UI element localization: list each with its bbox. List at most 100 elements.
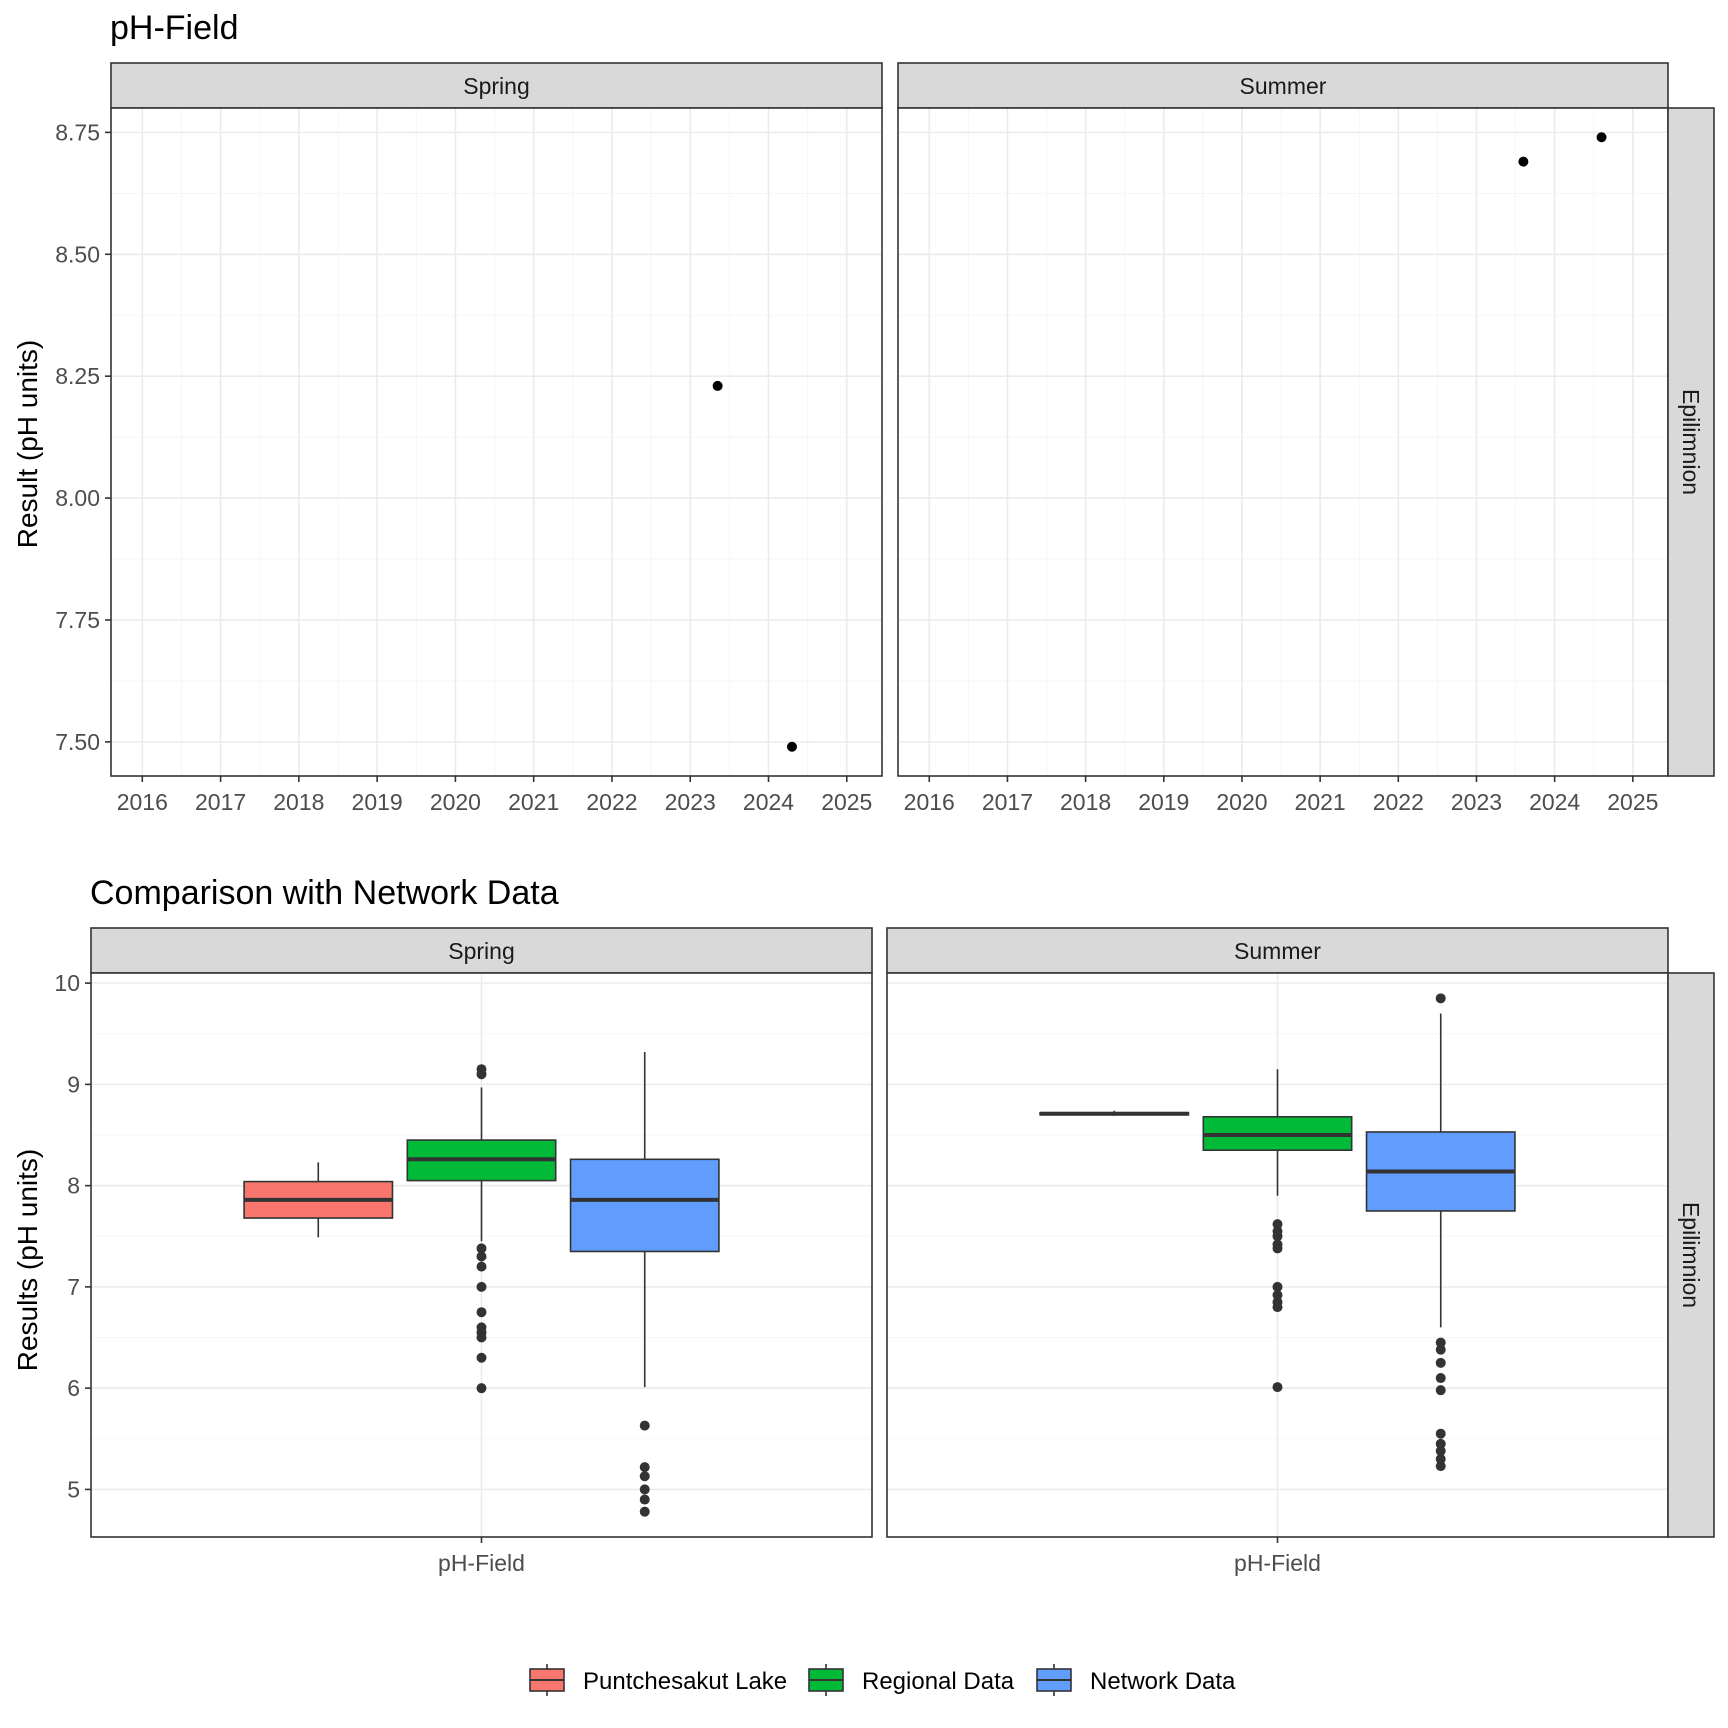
y-tick-label: 9 bbox=[67, 1071, 80, 1097]
x-tick-label: 2016 bbox=[117, 789, 168, 815]
outlier-point bbox=[1435, 1344, 1446, 1355]
box-regional-data bbox=[406, 1064, 557, 1394]
facet-strip bbox=[886, 927, 1669, 974]
legend-label: Regional Data bbox=[862, 1668, 1015, 1695]
facet-label: Summer bbox=[1240, 73, 1327, 99]
box-body bbox=[569, 1158, 720, 1253]
outlier-point bbox=[1272, 1281, 1283, 1292]
y-tick-label: 8.00 bbox=[55, 485, 100, 511]
legend-label: Puntchesakut Lake bbox=[583, 1668, 787, 1695]
panel-summer: Summer pH-Field bbox=[886, 927, 1669, 1576]
outlier-point bbox=[476, 1243, 487, 1254]
outlier-point bbox=[1272, 1231, 1283, 1242]
x-tick-label: 2019 bbox=[1138, 789, 1189, 815]
legend: Puntchesakut Lake Regional Data Network Da… bbox=[529, 1664, 1236, 1696]
x-tick-label: 2017 bbox=[982, 789, 1033, 815]
panel-summer: Summer 2016 2017 2018 2019 2020 2021 2022 2023 2… bbox=[897, 62, 1669, 815]
row-facet-strip bbox=[1667, 107, 1715, 777]
grid-lines bbox=[898, 108, 1668, 776]
y-tick-label: 10 bbox=[54, 970, 80, 996]
legend-item: Network Data bbox=[1036, 1664, 1236, 1696]
outlier-point bbox=[1435, 1428, 1446, 1439]
outlier-point bbox=[476, 1307, 487, 1318]
facet-label: Spring bbox=[463, 73, 529, 99]
data-point bbox=[1518, 156, 1529, 167]
x-tick-label: 2020 bbox=[1216, 789, 1267, 815]
facet-label: Summer bbox=[1234, 938, 1321, 964]
y-tick-label: 8.75 bbox=[55, 119, 100, 145]
outlier-point bbox=[476, 1251, 487, 1262]
panel-spring: Spring 5 6 7 8 9 10 pH-Field bbox=[54, 927, 873, 1576]
outlier-point bbox=[1435, 1445, 1446, 1456]
outlier-point bbox=[639, 1506, 650, 1517]
box-puntchesakut-lake bbox=[1039, 1110, 1190, 1116]
x-tick-label: 2020 bbox=[430, 789, 481, 815]
outlier-point bbox=[1272, 1382, 1283, 1393]
box-regional-data bbox=[1202, 1069, 1353, 1393]
panel-border bbox=[110, 107, 883, 777]
x-tick-label: 2018 bbox=[1060, 789, 1111, 815]
outlier-point bbox=[1272, 1289, 1283, 1300]
data-points bbox=[712, 380, 797, 752]
x-tick-label: 2022 bbox=[1373, 789, 1424, 815]
axis-ticks: 7.50 7.75 8.00 8.25 8.50 8.75 2016 2017 2018 2019… bbox=[55, 119, 872, 815]
x-tick-label: pH-Field bbox=[438, 1550, 525, 1576]
outlier-point bbox=[639, 1484, 650, 1495]
x-tick-label: 2019 bbox=[352, 789, 403, 815]
y-tick-label: 7.75 bbox=[55, 607, 100, 633]
y-tick-label: 6 bbox=[67, 1375, 80, 1401]
legend-item: Puntchesakut Lake bbox=[529, 1664, 787, 1696]
comparison-boxplot-chart: Comparison with Network Data Results (pH… bbox=[12, 874, 1715, 1696]
x-tick-label: 2024 bbox=[1529, 789, 1580, 815]
x-tick-label: 2025 bbox=[1607, 789, 1658, 815]
row-facet-strip bbox=[1667, 972, 1715, 1538]
outlier-point bbox=[639, 1471, 650, 1482]
data-points bbox=[1518, 132, 1607, 167]
x-tick-label: 2023 bbox=[1451, 789, 1502, 815]
outlier-point bbox=[639, 1462, 650, 1473]
x-tick-label: 2017 bbox=[195, 789, 246, 815]
outlier-point bbox=[476, 1332, 487, 1343]
outlier-point bbox=[1272, 1219, 1283, 1230]
x-tick-label: 2024 bbox=[743, 789, 794, 815]
ph-field-scatter-chart: pH-Field Result (pH units) Spring 7.507.… bbox=[12, 9, 1715, 815]
y-tick-label: 5 bbox=[67, 1476, 80, 1502]
outlier-point bbox=[1435, 1454, 1446, 1465]
chart-title: pH-Field bbox=[110, 9, 238, 47]
data-point bbox=[1596, 132, 1607, 143]
outlier-point bbox=[1272, 1243, 1283, 1254]
x-tick-label: 2021 bbox=[1295, 789, 1346, 815]
facet-label: Spring bbox=[448, 938, 514, 964]
row-facet-label: Epilimnion bbox=[1678, 1202, 1704, 1308]
panel-spring: Spring 7.50 7.75 8.00 8.25 8.50 8.75 2016 2017 2… bbox=[55, 62, 883, 815]
outlier-point bbox=[1272, 1302, 1283, 1313]
grid-lines bbox=[111, 108, 882, 776]
boxes bbox=[243, 1051, 720, 1517]
y-axis-title: Result (pH units) bbox=[12, 340, 43, 549]
boxes bbox=[1039, 993, 1516, 1472]
outlier-point bbox=[639, 1494, 650, 1505]
box-puntchesakut-lake bbox=[243, 1162, 394, 1238]
outlier-point bbox=[1435, 1461, 1446, 1472]
outlier-point bbox=[1435, 1385, 1446, 1396]
facet-strip bbox=[110, 62, 883, 109]
y-axis-title: Results (pH units) bbox=[12, 1149, 43, 1372]
x-tick-label: 2022 bbox=[586, 789, 637, 815]
chart-title: Comparison with Network Data bbox=[90, 874, 559, 912]
y-tick-label: 7.50 bbox=[55, 729, 100, 755]
outlier-point bbox=[1435, 1357, 1446, 1368]
x-tick-label: 2018 bbox=[273, 789, 324, 815]
y-tick-label: 8.50 bbox=[55, 241, 100, 267]
x-tick-label: 2023 bbox=[665, 789, 716, 815]
x-tick-label: 2016 bbox=[904, 789, 955, 815]
outlier-point bbox=[476, 1352, 487, 1363]
outlier-point bbox=[1435, 1337, 1446, 1348]
outlier-point bbox=[476, 1069, 487, 1080]
outlier-point bbox=[1435, 1438, 1446, 1449]
axis-ticks: 2016 2017 2018 2019 2020 2021 2022 2023 2024 2025 bbox=[904, 776, 1658, 815]
y-tick-label: 8.25 bbox=[55, 363, 100, 389]
outlier-point bbox=[476, 1281, 487, 1292]
facet-strip bbox=[897, 62, 1669, 109]
y-tick-label: 8 bbox=[67, 1173, 80, 1199]
